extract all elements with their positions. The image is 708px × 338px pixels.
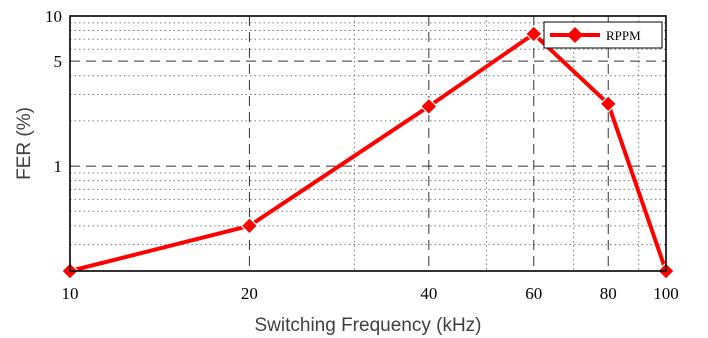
plot-frame <box>69 15 667 272</box>
legend: RPPM <box>543 21 663 49</box>
series-line <box>69 31 668 273</box>
x-axis-title: Switching Frequency (kHz) <box>254 315 481 336</box>
y-tick-label: 5 <box>54 52 63 71</box>
legend-marker <box>567 27 583 43</box>
x-tick-label: 60 <box>525 284 542 303</box>
data-point <box>524 25 543 43</box>
x-tick-label: 20 <box>241 284 258 303</box>
y-tick-label: 1 <box>54 157 63 176</box>
x-tick-label: 40 <box>420 284 437 303</box>
data-point <box>240 216 259 235</box>
y-axis-title: FER (%) <box>14 107 35 180</box>
x-tick-label: 100 <box>653 284 679 303</box>
y-tick-label: 10 <box>45 7 62 26</box>
x-tick-label: 10 <box>62 284 79 303</box>
grid <box>70 16 666 271</box>
series-layer <box>61 25 675 280</box>
tick-labels: 10 20 40 60 80 100 1 5 10 <box>45 7 679 303</box>
data-point <box>419 97 438 116</box>
data-point <box>599 94 618 113</box>
x-tick-label: 80 <box>600 284 617 303</box>
legend-label: RPPM <box>606 28 641 43</box>
